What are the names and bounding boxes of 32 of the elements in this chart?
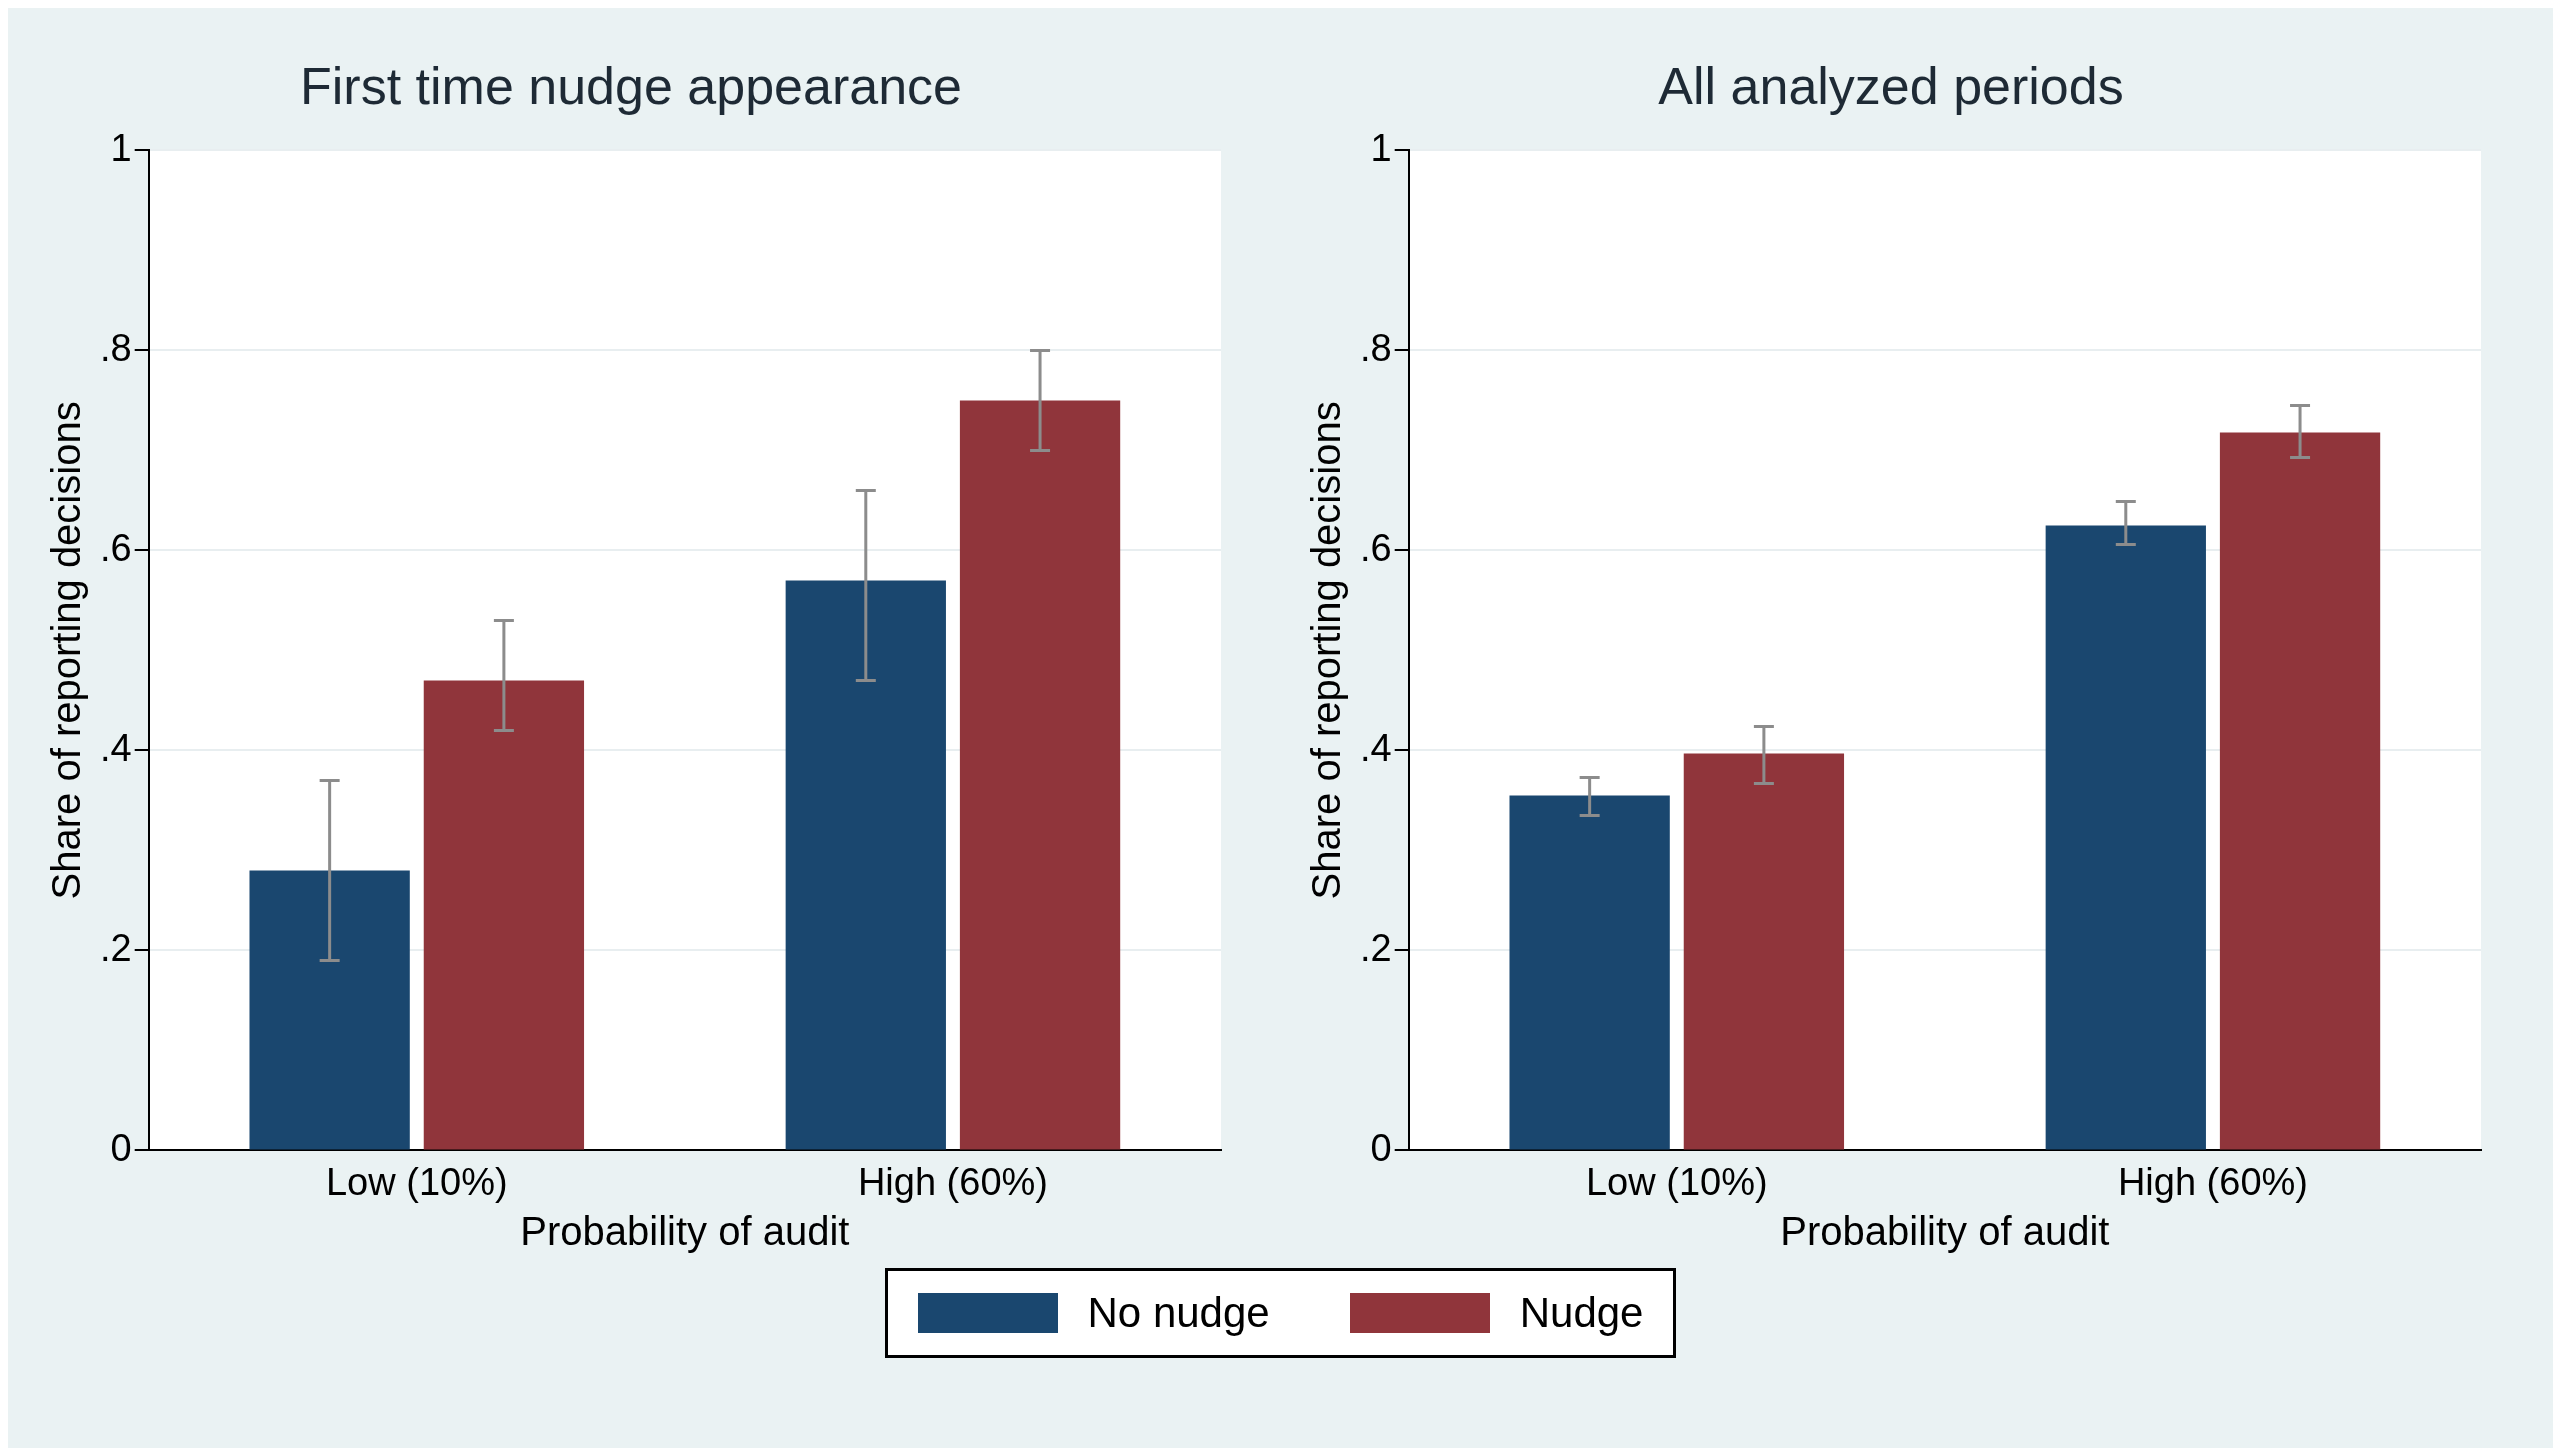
y-tick-label: 1 — [1370, 126, 1392, 169]
y-tick-label: .6 — [1359, 526, 1392, 569]
chart-title: All analyzed periods — [1657, 56, 2124, 115]
x-axis-title: Probability of audit — [519, 1209, 849, 1254]
y-tick-label: .2 — [1359, 926, 1392, 969]
bar — [959, 400, 1120, 1150]
y-tick-label: .6 — [99, 526, 132, 569]
legend-label: No nudge — [1087, 1289, 1270, 1337]
y-tick-label: 1 — [110, 126, 132, 169]
bar — [248, 870, 410, 1150]
bar — [2219, 432, 2380, 1150]
bar — [785, 580, 946, 1150]
y-axis-title: Share of reporting decisions — [1303, 401, 1348, 900]
y-tick-label: .4 — [1359, 726, 1392, 769]
bar — [423, 680, 584, 1150]
y-axis-title: Share of reporting decisions — [43, 401, 88, 900]
y-tick-label: 0 — [110, 1126, 132, 1169]
y-tick-label: .8 — [1359, 326, 1392, 369]
chart-title: First time nudge appearance — [299, 56, 962, 115]
x-tick-label: High (60%) — [857, 1160, 1048, 1203]
y-tick-label: .8 — [99, 326, 132, 369]
x-tick-label: High (60%) — [2117, 1160, 2308, 1203]
legend-label: Nudge — [1519, 1289, 1644, 1337]
y-tick-label: 0 — [1370, 1126, 1392, 1169]
bar — [1683, 753, 1844, 1150]
x-axis-title: Probability of audit — [1779, 1209, 2109, 1254]
x-tick-label: Low (10%) — [325, 1160, 508, 1203]
bar — [2045, 525, 2206, 1150]
y-tick-label: .2 — [99, 926, 132, 969]
bar — [1508, 795, 1670, 1150]
x-tick-label: Low (10%) — [1585, 1160, 1768, 1203]
y-tick-label: .4 — [99, 726, 132, 769]
